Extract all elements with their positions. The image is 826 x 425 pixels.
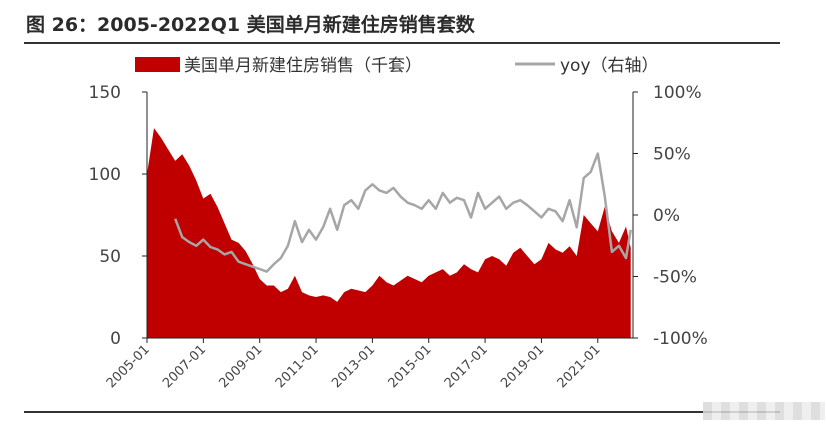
sales-area [147, 128, 631, 338]
figure-title: 图 26：2005-2022Q1 美国单月新建住房销售套数 [26, 14, 475, 36]
title-rule [24, 42, 780, 44]
y-right-tick-label: -50% [653, 268, 697, 288]
x-tick-label: 2019-01 [498, 342, 547, 391]
x-tick-label: 2013-01 [329, 342, 378, 391]
x-tick-label: 2015-01 [386, 342, 435, 391]
y-right-tick-label: 0% [653, 206, 680, 226]
x-tick-label: 2009-01 [217, 342, 266, 391]
y-right-tick-label: 100% [653, 83, 702, 103]
y-left-tick-label: 100 [89, 165, 121, 185]
x-tick-label: 2011-01 [273, 342, 322, 391]
yoy-line [174, 152, 632, 273]
x-tick-label: 2005-01 [104, 342, 153, 391]
x-tick-label: 2017-01 [442, 342, 491, 391]
legend-label-yoy: yoy（右轴） [560, 56, 659, 76]
footer-rule [24, 411, 780, 413]
legend-swatch-sales [135, 57, 180, 72]
y-left-tick-label: 50 [99, 247, 121, 267]
y-right-tick-label: 50% [653, 145, 691, 165]
x-tick-label: 2007-01 [160, 342, 209, 391]
y-left-tick-label: 0 [110, 329, 121, 349]
legend-label-sales: 美国单月新建住房销售（千套） [184, 56, 422, 76]
y-right-tick-label: -100% [653, 329, 708, 349]
legend: 美国单月新建住房销售（千套） yoy（右轴） [135, 56, 659, 76]
chart-marks [147, 128, 632, 338]
x-tick-label: 2021-01 [555, 342, 604, 391]
watermark [703, 402, 825, 420]
y-left-tick-label: 150 [89, 83, 121, 103]
